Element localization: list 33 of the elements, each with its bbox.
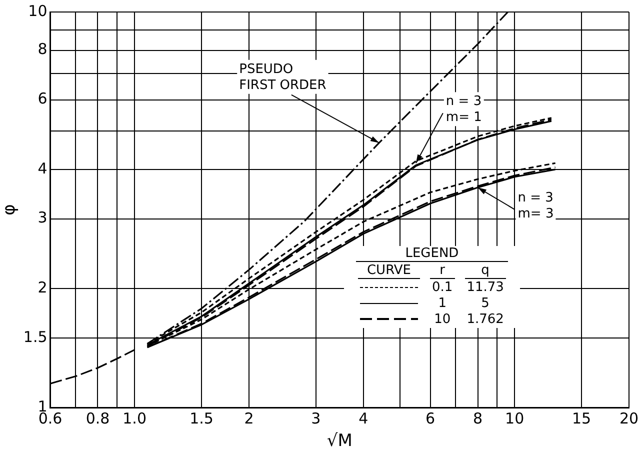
x-tick-label: 2 — [244, 409, 254, 428]
y-tick-label: 3 — [38, 208, 48, 227]
x-tick-label: 1.5 — [190, 409, 214, 428]
x-tick-label: 20 — [619, 409, 639, 428]
x-tick-label: 0.8 — [86, 409, 110, 428]
annotation: 1.762 — [466, 312, 505, 327]
y-axis-title: φ — [0, 204, 20, 216]
annotation: 10 — [433, 312, 452, 327]
y-tick-label: 6 — [38, 90, 48, 108]
annotation: r — [430, 262, 455, 279]
x-tick-label: 15 — [572, 409, 592, 428]
x-axis-title: √M — [326, 431, 352, 452]
x-tick-label: 3 — [311, 409, 321, 428]
y-tick-label: 4 — [38, 159, 48, 178]
annotation: 1 — [437, 296, 448, 311]
x-tick-label: 8 — [472, 409, 483, 428]
x-tick-label: 10 — [505, 409, 524, 428]
annotation: CURVE — [358, 262, 420, 279]
annotation: q — [464, 262, 506, 279]
annotation: 0.1 — [431, 280, 454, 295]
y-tick-label: 8 — [38, 40, 48, 58]
annotation: 5 — [480, 296, 490, 311]
annotation: n = 3 m= 3 — [518, 190, 554, 222]
y-tick-label: 10 — [28, 2, 48, 20]
y-tick-label: 2 — [38, 278, 48, 296]
y-tick-label: 1.5 — [23, 328, 48, 346]
annotation: 11.73 — [466, 280, 505, 295]
x-tick-label: 1.0 — [122, 409, 146, 428]
annotation: n = 3 m= 1 — [446, 94, 482, 126]
x-tick-label: 4 — [358, 409, 368, 428]
annotation: PSEUDO FIRST ORDER — [239, 62, 326, 93]
legend-title: LEGEND — [356, 246, 508, 262]
x-tick-label: 6 — [426, 409, 436, 428]
